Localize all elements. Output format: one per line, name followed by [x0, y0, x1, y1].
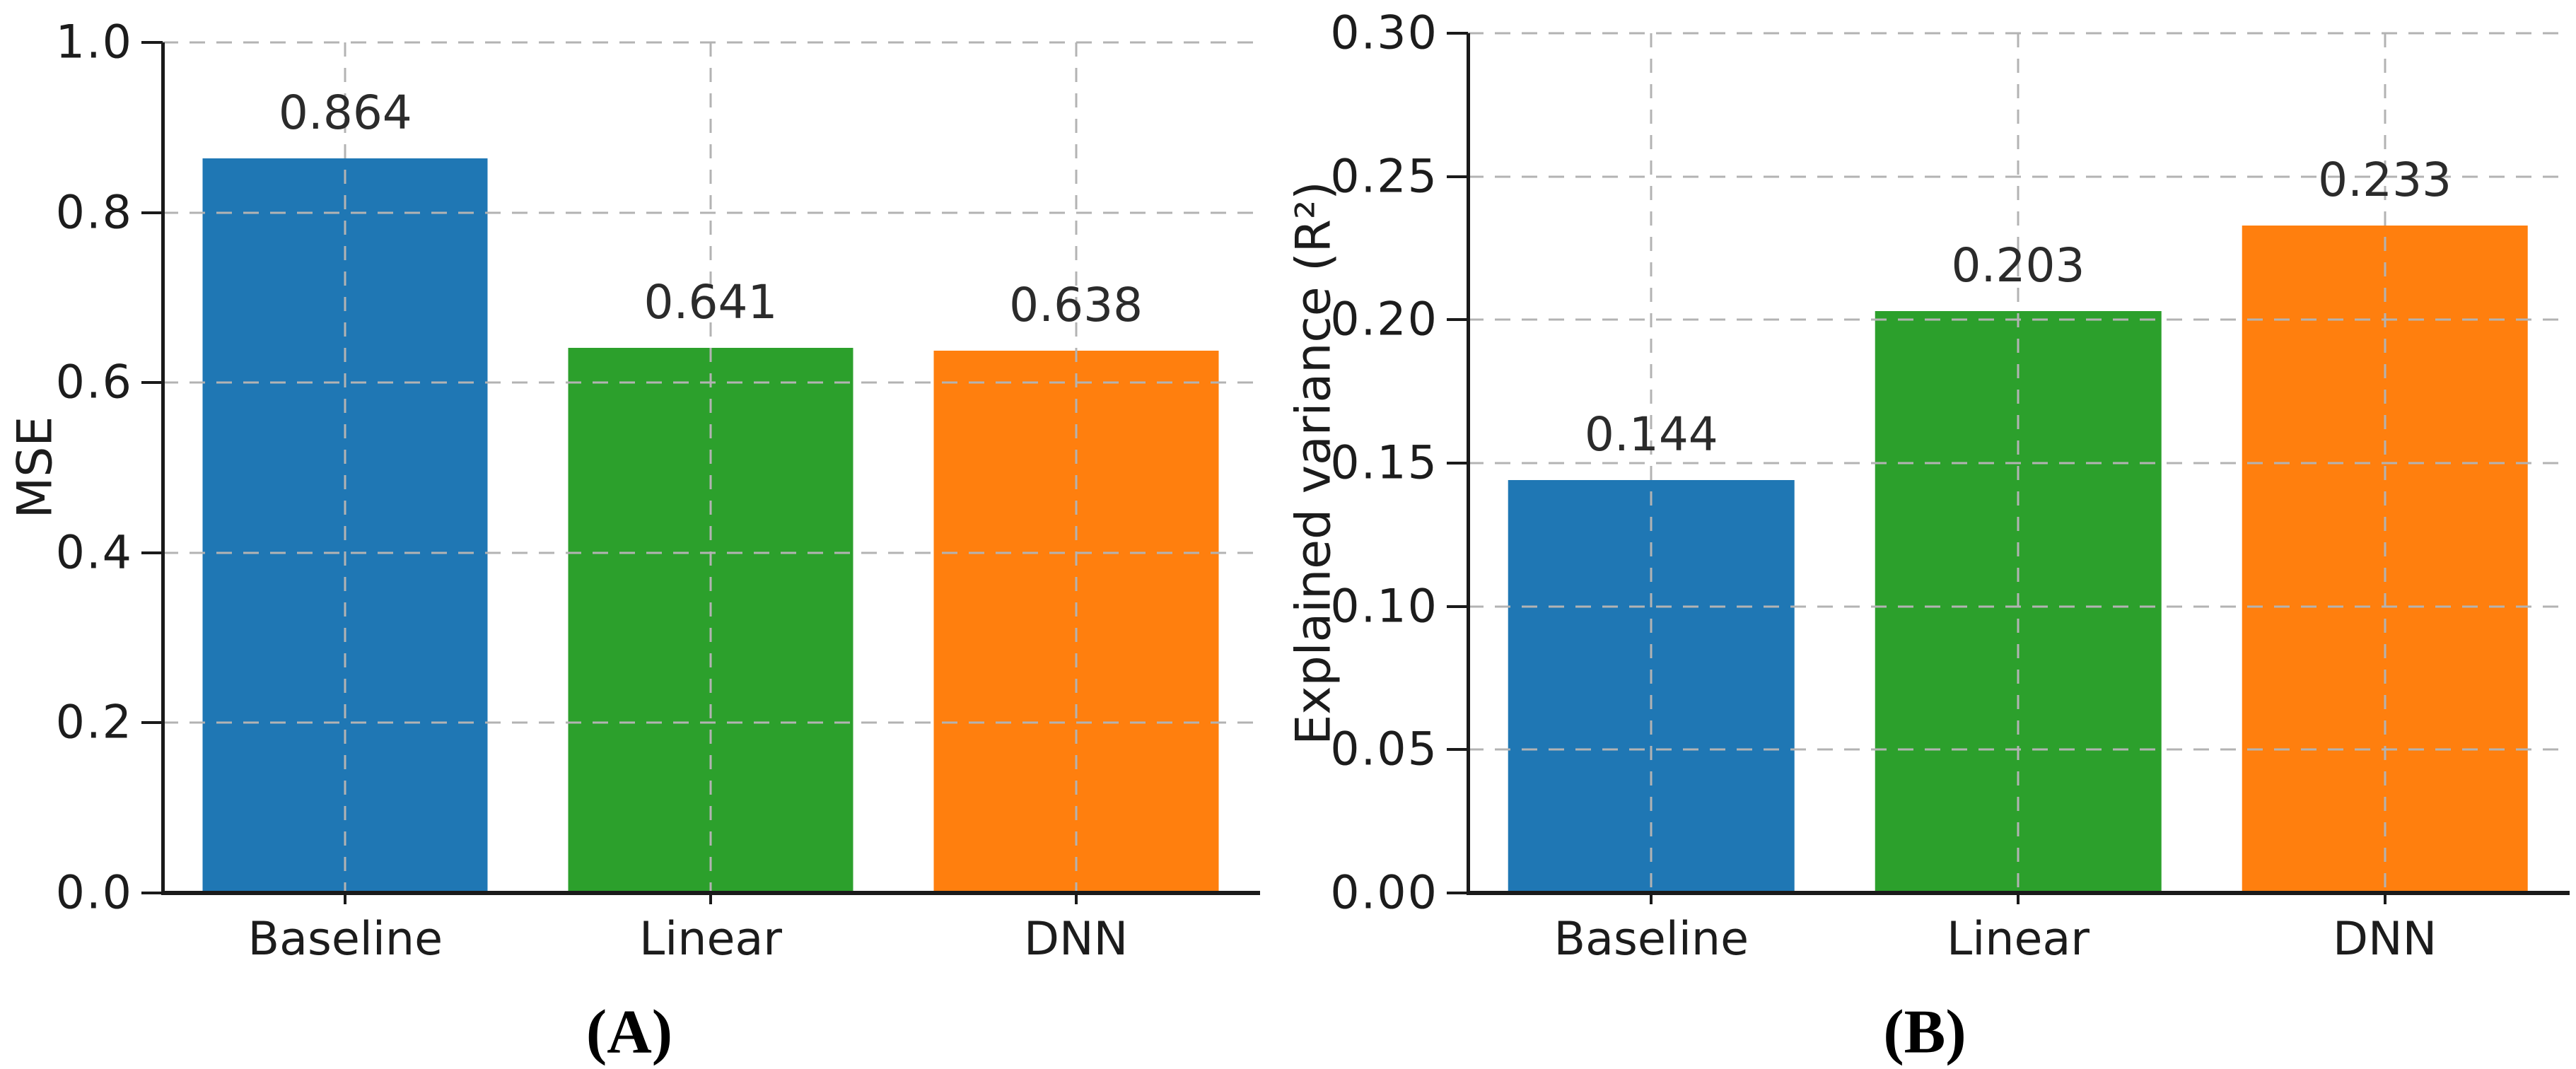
category-label-baseline: Baseline — [247, 913, 443, 966]
gridline-vertical — [2384, 33, 2386, 893]
y-tick-label: 0.25 — [1330, 150, 1438, 204]
y-tick-mark — [1447, 318, 1468, 322]
x-tick-mark — [1074, 893, 1078, 904]
y-tick-mark — [1447, 32, 1468, 35]
y-tick-label: 0.30 — [1330, 6, 1438, 60]
category-label-baseline: Baseline — [1554, 913, 1749, 966]
category-label-linear: Linear — [639, 913, 783, 966]
y-tick-label: 0.6 — [55, 356, 133, 409]
y-axis-spine — [161, 42, 165, 895]
y-tick-mark — [1447, 462, 1468, 465]
category-label-dnn: DNN — [2333, 913, 2437, 966]
y-tick-label: 0.10 — [1330, 580, 1438, 633]
bar-value-label: 0.233 — [2318, 152, 2452, 207]
y-tick-label: 0.05 — [1330, 723, 1438, 776]
y-tick-label: 0.0 — [55, 866, 133, 920]
plot-area-a: 0.0 0.2 0.4 0.6 0.8 1.0 0.864 Baseline 0.641 Line… — [56, 16, 1260, 966]
x-tick-mark — [2383, 893, 2386, 904]
y-tick-mark — [141, 41, 163, 44]
gridline-vertical — [709, 42, 712, 893]
y-tick-label: 1.0 — [55, 16, 133, 69]
gridline-vertical — [1075, 42, 1078, 893]
y-axis-title-explained-variance: Explained variance (R²) — [1286, 181, 1342, 745]
y-tick-label: 0.4 — [55, 526, 133, 580]
panel-caption-b: (B) — [1883, 998, 1966, 1067]
y-tick-label: 0.00 — [1330, 866, 1438, 920]
bar-value-label: 0.638 — [1009, 277, 1143, 332]
y-tick-mark — [1447, 175, 1468, 178]
y-tick-label: 0.8 — [55, 186, 133, 240]
gridline-vertical — [1650, 33, 1653, 893]
panel-caption-a: (A) — [585, 998, 673, 1067]
y-axis-spine — [1467, 33, 1470, 895]
bar-value-label: 0.641 — [643, 274, 778, 329]
x-tick-mark — [709, 893, 712, 904]
x-tick-mark — [2017, 893, 2020, 904]
category-label-linear: Linear — [1946, 913, 2090, 966]
gridline-vertical — [344, 42, 346, 893]
y-tick-label: 0.2 — [55, 696, 133, 749]
y-tick-mark — [1447, 892, 1468, 894]
bar-value-label: 0.144 — [1584, 407, 1718, 462]
y-tick-mark — [141, 211, 163, 214]
y-tick-mark — [141, 551, 163, 554]
y-tick-mark — [141, 381, 163, 385]
y-axis-title-mse: MSE — [7, 416, 64, 519]
bar-value-label: 0.864 — [278, 85, 412, 140]
y-tick-mark — [141, 721, 163, 725]
bar-value-label: 0.203 — [1951, 238, 2085, 293]
x-tick-mark — [344, 893, 347, 904]
category-label-dnn: DNN — [1024, 913, 1129, 966]
y-tick-mark — [1447, 748, 1468, 752]
y-tick-mark — [1447, 604, 1468, 608]
x-tick-mark — [1650, 893, 1653, 904]
y-tick-label: 0.15 — [1330, 436, 1438, 490]
y-tick-label: 0.20 — [1330, 293, 1438, 346]
plot-area-b: 0.00 0.05 0.10 0.15 0.20 0.25 0.30 0.144 Baselin… — [1330, 7, 2570, 966]
gridline-vertical — [2017, 33, 2020, 893]
y-tick-mark — [141, 892, 163, 894]
